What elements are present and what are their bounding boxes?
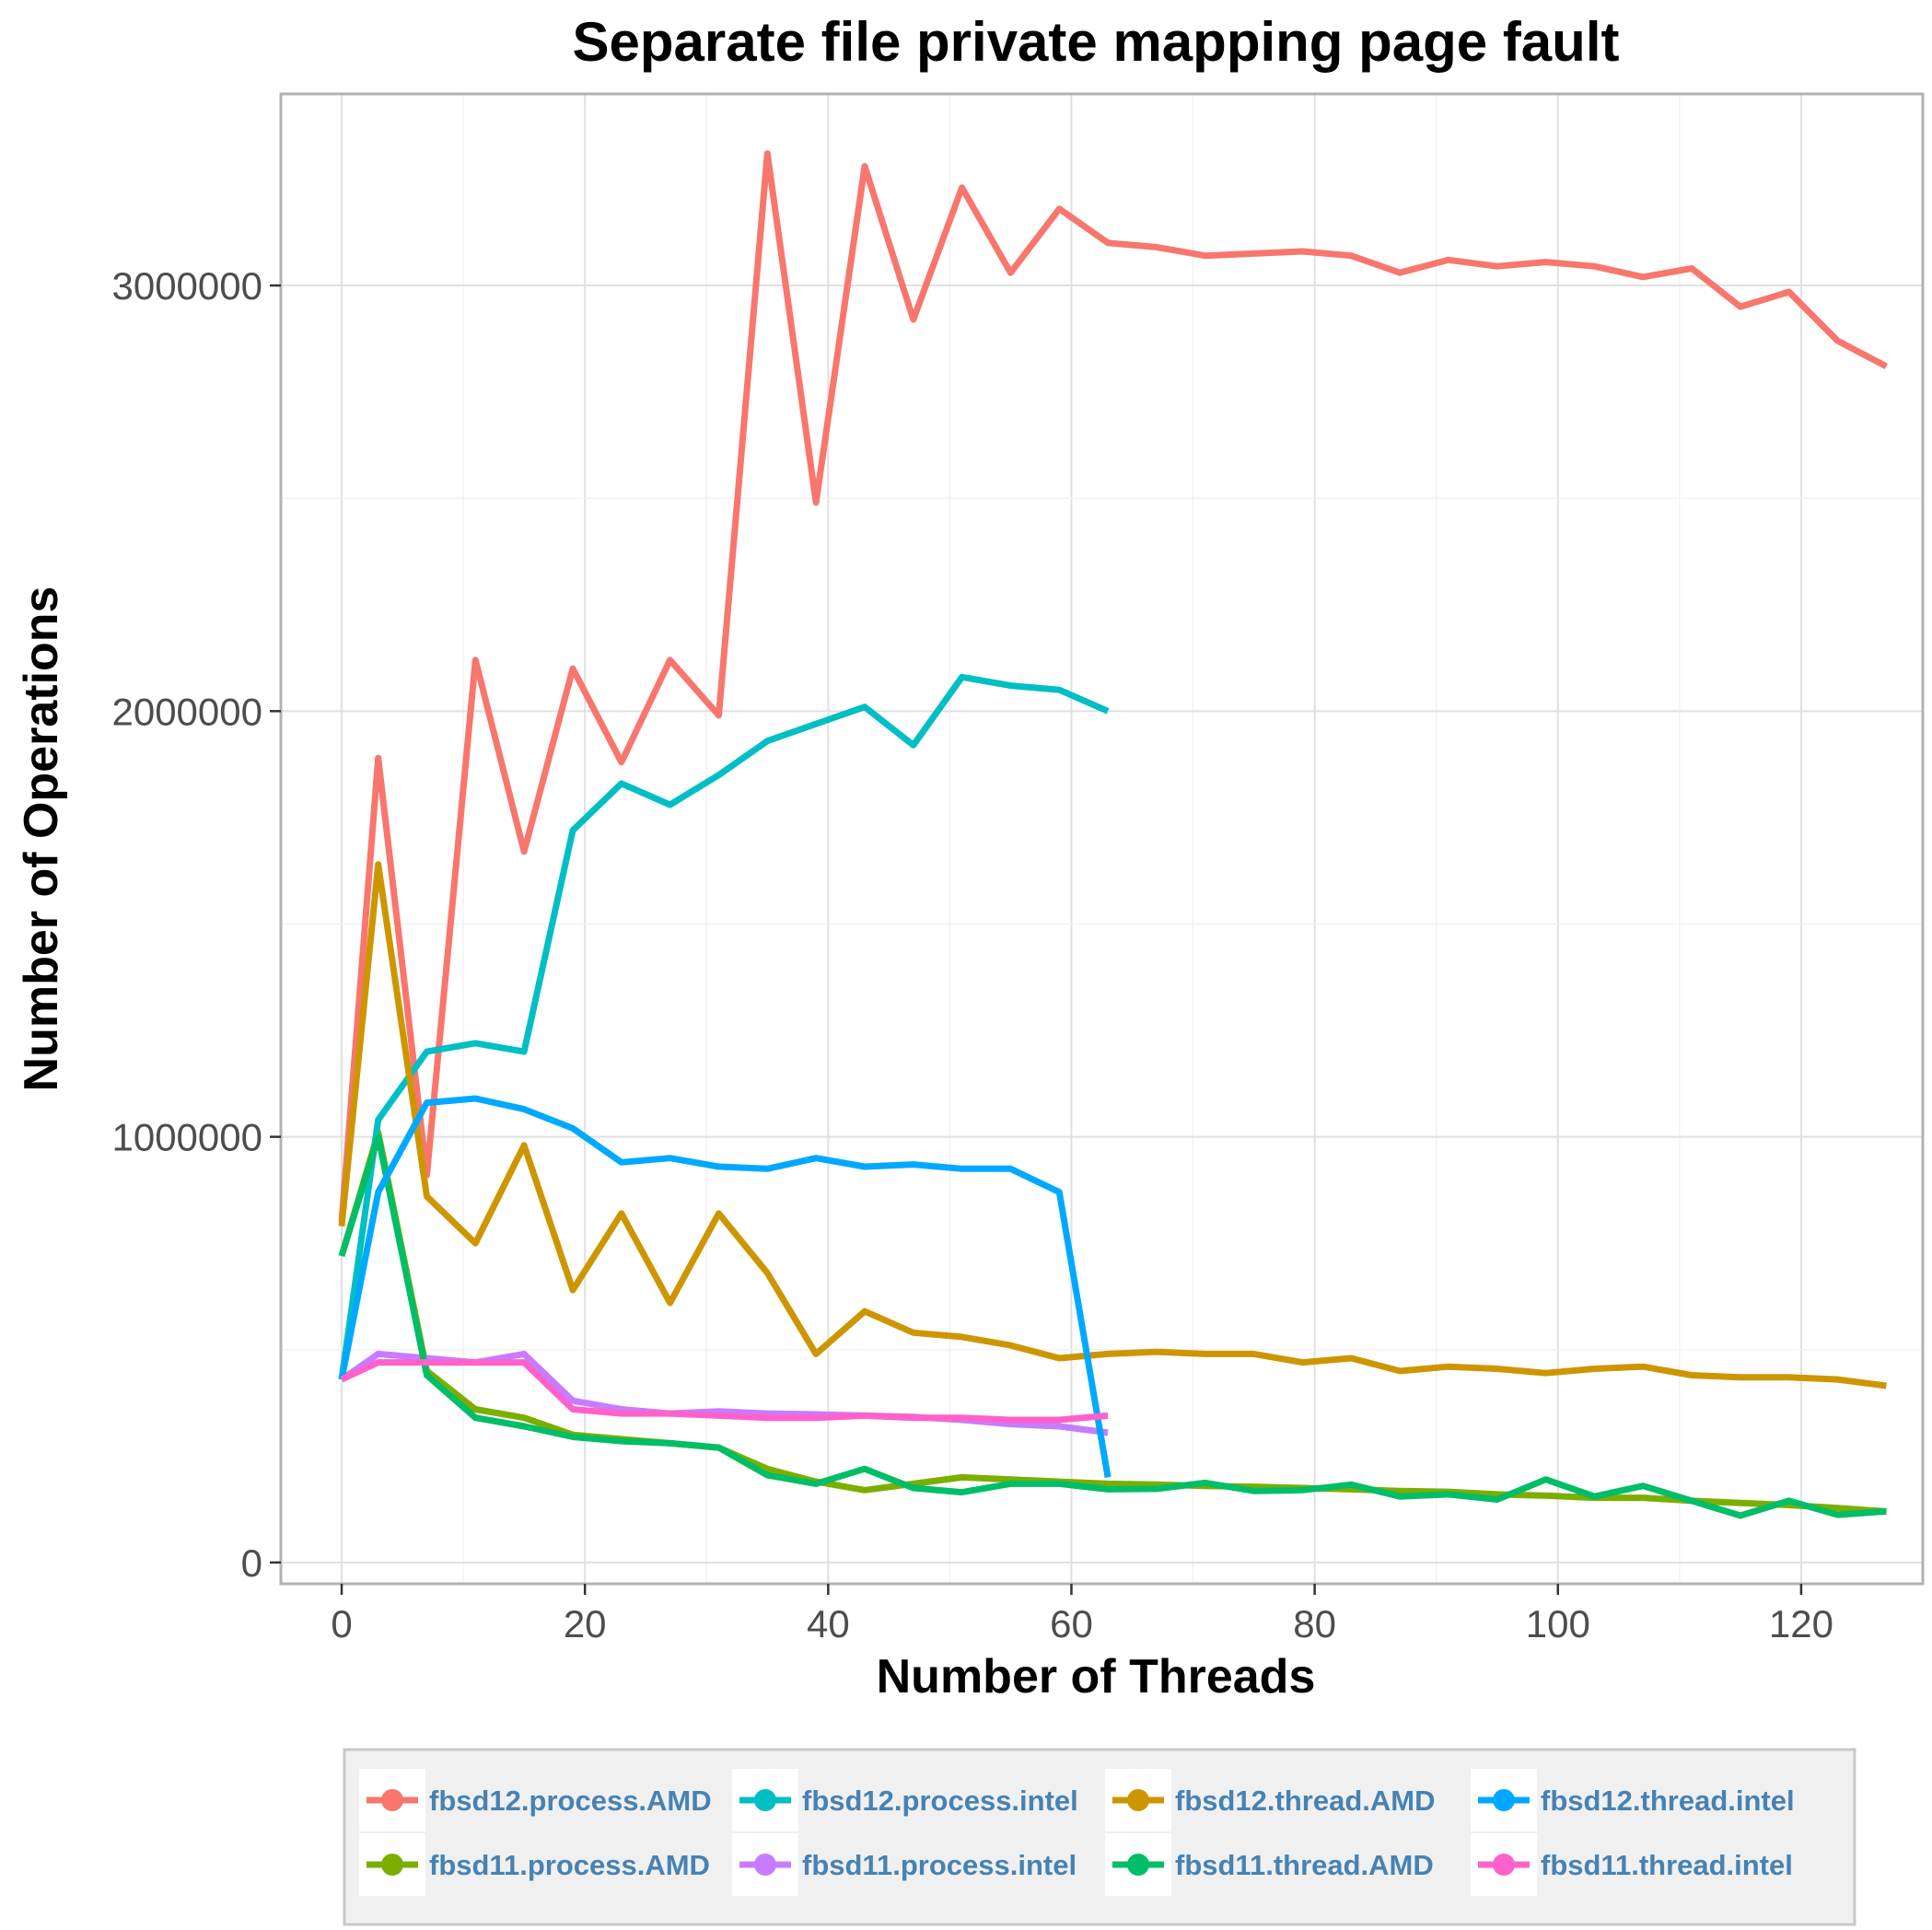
y-tick-label: 3000000 [111, 264, 262, 308]
series-line-fbsd12.process.AMD [338, 150, 1889, 1223]
legend-label: fbsd11.thread.AMD [1175, 1849, 1434, 1881]
series-line-fbsd12.thread.AMD [338, 861, 1887, 1389]
x-tick-label: 0 [331, 1602, 352, 1645]
legend-label: fbsd11.process.AMD [429, 1849, 710, 1881]
y-tick-label: 1000000 [111, 1116, 262, 1159]
y-axis-title: Number of Operations [15, 587, 68, 1092]
legend-label: fbsd12.process.AMD [429, 1785, 712, 1817]
x-axis: 0 20 40 60 80 100 120 [331, 1584, 1833, 1645]
legend-item-fbsd11.thread.intel: fbsd11.thread.intel [1471, 1833, 1793, 1896]
legend-key-point [1127, 1854, 1149, 1876]
y-tick-label: 2000000 [111, 690, 262, 733]
x-tick-label: 80 [1293, 1602, 1336, 1645]
legend-item-fbsd12.process.intel: fbsd12.process.intel [732, 1769, 1078, 1831]
legend-label: fbsd12.thread.intel [1541, 1785, 1795, 1817]
y-tick-label: 0 [241, 1541, 262, 1585]
legend-label: fbsd11.thread.intel [1541, 1849, 1793, 1881]
plot-panel-border [279, 92, 1925, 1586]
legend-label: fbsd12.thread.AMD [1175, 1785, 1435, 1817]
x-tick-label: 100 [1526, 1602, 1590, 1645]
legend-item-fbsd11.process.AMD: fbsd11.process.AMD [359, 1833, 710, 1896]
legend-box [343, 1748, 1856, 1926]
x-tick-label: 40 [807, 1602, 850, 1645]
x-tick-label: 20 [564, 1602, 607, 1645]
legend-label: fbsd12.process.intel [802, 1785, 1078, 1817]
legend: fbsd12.process.AMD fbsd11.process.AMD fbsd… [343, 1748, 1856, 1926]
legend-label: fbsd11.process.intel [802, 1849, 1077, 1881]
legend-item-fbsd11.thread.AMD: fbsd11.thread.AMD [1105, 1833, 1434, 1896]
series-line-fbsd11.thread.intel [340, 1359, 1109, 1424]
legend-key-point [754, 1854, 776, 1876]
legend-key-point [1493, 1789, 1515, 1811]
legend-item-fbsd12.process.AMD: fbsd12.process.AMD [359, 1769, 712, 1831]
series-line-fbsd11.thread.AMD [338, 1134, 1887, 1519]
series-line-fbsd12.thread.intel [338, 1095, 1111, 1478]
y-axis: 0 1000000 2000000 3000000 [111, 264, 281, 1585]
x-axis-title: Number of Threads [877, 1650, 1316, 1703]
chart-title: Separate file private mapping page fault [573, 11, 1620, 73]
legend-item-fbsd12.thread.intel: fbsd12.thread.intel [1471, 1769, 1795, 1831]
series-lines [338, 150, 1889, 1519]
series-line-fbsd12.process.intel [338, 673, 1110, 1380]
legend-key-point [381, 1789, 403, 1811]
legend-item-fbsd11.process.intel: fbsd11.process.intel [732, 1833, 1077, 1896]
legend-key-point [1127, 1789, 1149, 1811]
x-tick-label: 120 [1769, 1602, 1833, 1645]
x-tick-label: 60 [1050, 1602, 1093, 1645]
legend-key-point [1493, 1854, 1515, 1876]
legend-key-point [381, 1854, 403, 1876]
series-line-fbsd11.process.AMD [338, 1129, 1887, 1515]
legend-key-point [754, 1789, 776, 1811]
legend-item-fbsd12.thread.AMD: fbsd12.thread.AMD [1105, 1769, 1435, 1831]
